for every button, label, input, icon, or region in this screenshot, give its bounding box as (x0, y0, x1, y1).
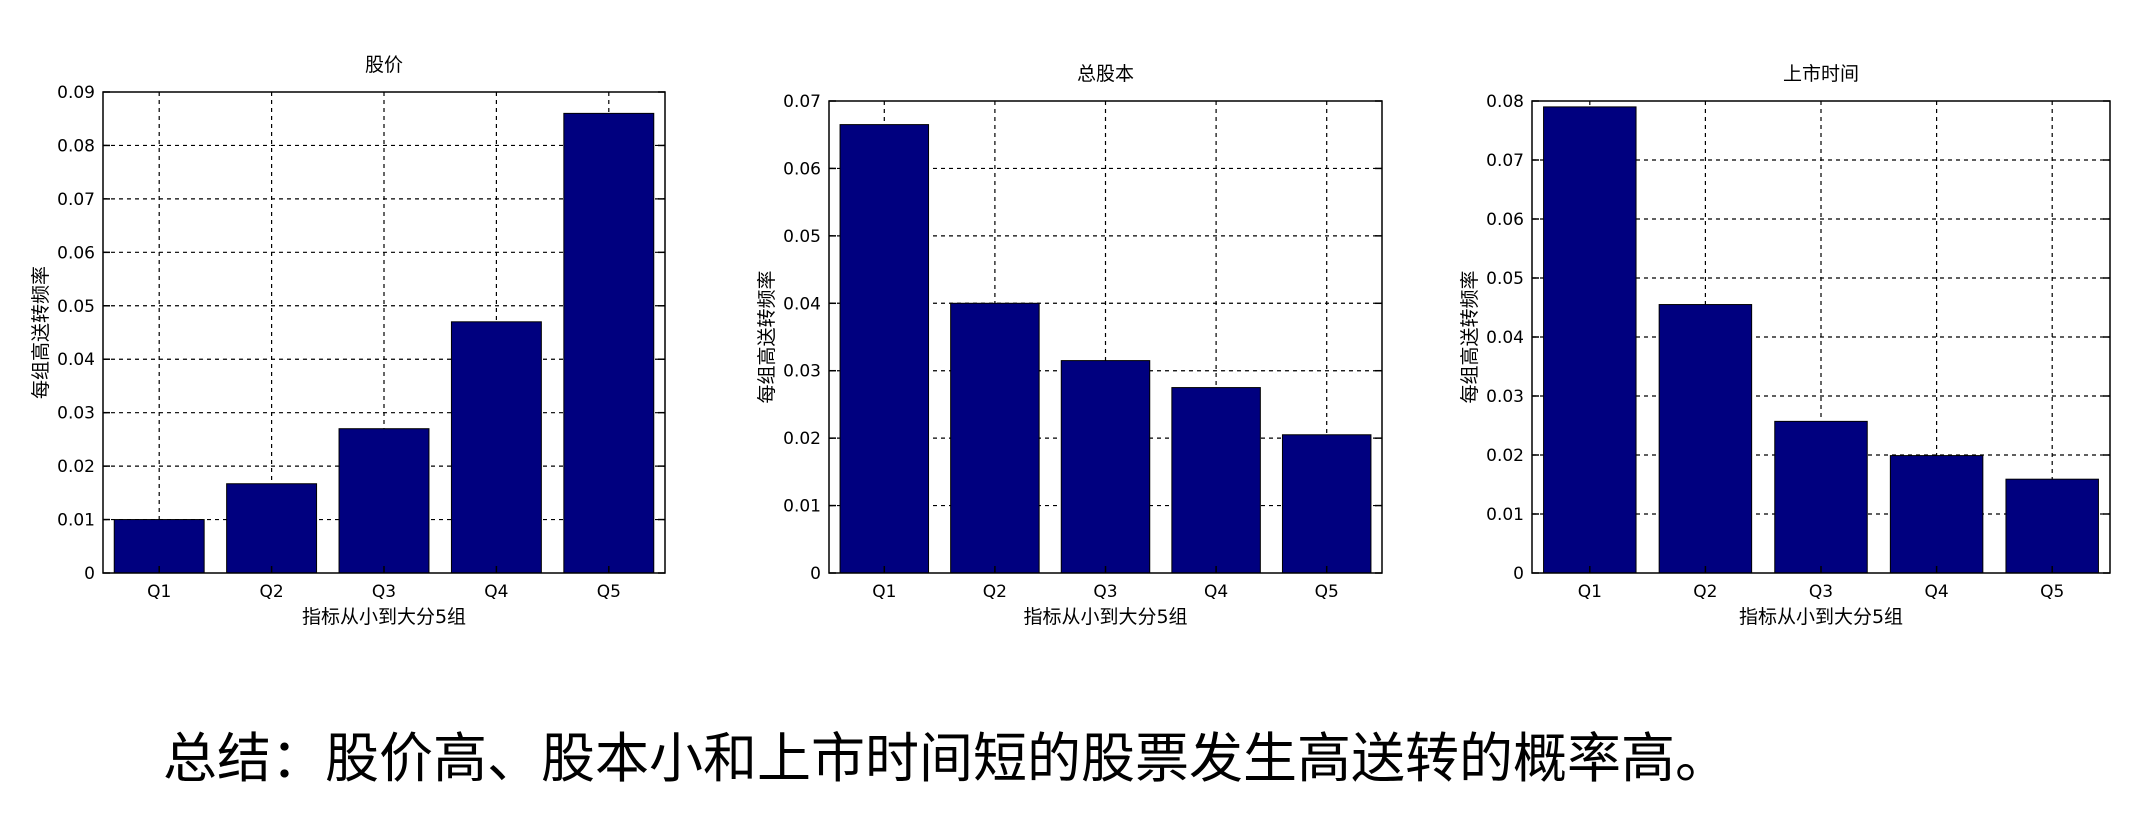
y-tick-label: 0.02 (1486, 446, 1524, 466)
summary-text: 总结：股价高、股本小和上市时间短的股票发生高送转的概率高。 (163, 727, 1729, 790)
y-tick-label: 0.07 (1486, 151, 1524, 171)
y-tick-label: 0.05 (783, 227, 821, 247)
x-tick-label: Q3 (1093, 582, 1117, 602)
bar-q5 (563, 112, 655, 574)
x-tick-label: Q2 (983, 582, 1007, 602)
y-axis-label: 每组高送转频率 (756, 270, 778, 403)
y-tick-label: 0.06 (1486, 210, 1524, 230)
bar-q3 (338, 428, 430, 574)
y-tick-label: 0.01 (1486, 505, 1524, 525)
y-tick-label: 0.02 (783, 429, 821, 449)
x-tick-label: Q5 (597, 582, 621, 602)
y-tick-label: 0.03 (57, 404, 95, 424)
bar-q1 (1543, 106, 1637, 574)
bar-q3 (1060, 360, 1151, 574)
x-tick-label: Q4 (1204, 582, 1228, 602)
y-tick-label: 0 (84, 564, 95, 584)
y-tick-label: 0.07 (57, 190, 95, 210)
bar-q3 (1774, 420, 1868, 574)
bar-q4 (450, 321, 542, 574)
y-axis-label: 每组高送转频率 (1459, 270, 1481, 403)
y-tick-label: 0.06 (57, 243, 95, 263)
chart-2: 0 0.01 0.02 0.03 0.04 0.05 0.06 0.07 Q1 Q2 Q3 Q4 Q5 总… (756, 63, 1383, 628)
y-tick-label: 0.09 (57, 83, 95, 103)
y-tick-label: 0.08 (57, 136, 95, 156)
bar-q2 (226, 483, 318, 574)
y-tick-label: 0.01 (783, 497, 821, 517)
x-axis-label: 指标从小到大分5组 (302, 606, 466, 628)
bar-q4 (1889, 455, 1984, 574)
bar-q1 (113, 519, 205, 574)
bar-q5 (2005, 478, 2099, 574)
y-tick-label: 0 (810, 564, 821, 584)
y-tick-label: 0.04 (783, 294, 821, 314)
x-tick-label: Q5 (2040, 582, 2064, 602)
y-tick-label: 0.03 (1486, 387, 1524, 407)
x-tick-label: Q3 (372, 582, 396, 602)
y-tick-label: 0.04 (57, 350, 95, 370)
chart-title: 总股本 (1077, 63, 1134, 85)
y-tick-label: 0 (1513, 564, 1524, 584)
bar-q5 (1281, 434, 1372, 574)
x-axis-label: 指标从小到大分5组 (1739, 606, 1903, 628)
y-tick-label: 0.07 (783, 92, 821, 112)
x-tick-label: Q3 (1809, 582, 1833, 602)
chart-title: 上市时间 (1783, 63, 1859, 85)
x-tick-label: Q2 (259, 582, 283, 602)
y-tick-label: 0.04 (1486, 328, 1524, 348)
y-tick-label: 0.01 (57, 511, 95, 531)
bar-q4 (1171, 387, 1261, 574)
y-tick-label: 0.08 (1486, 92, 1524, 112)
y-tick-label: 0.05 (57, 297, 95, 317)
chart-1: 0 0.01 0.02 0.03 0.04 0.05 0.06 0.07 0.08 0.09 Q1 Q… (30, 54, 666, 628)
y-tick-label: 0.02 (57, 457, 95, 477)
x-tick-label: Q4 (1924, 582, 1948, 602)
x-tick-label: Q1 (147, 582, 171, 602)
bar-q1 (839, 124, 930, 574)
x-tick-label: Q2 (1693, 582, 1717, 602)
y-tick-label: 0.06 (783, 159, 821, 179)
y-axis-label: 每组高送转频率 (30, 266, 52, 399)
x-tick-label: Q5 (1315, 582, 1339, 602)
x-tick-label: Q4 (484, 582, 508, 602)
y-tick-label: 0.05 (1486, 269, 1524, 289)
x-tick-label: Q1 (872, 582, 896, 602)
chart-3: 0 0.01 0.02 0.03 0.04 0.05 0.06 0.07 0.08 Q1 Q2 Q3 Q… (1459, 63, 2111, 628)
x-tick-label: Q1 (1578, 582, 1602, 602)
y-tick-label: 0.03 (783, 362, 821, 382)
bar-q2 (1658, 304, 1753, 574)
chart-title: 股价 (365, 54, 403, 76)
x-axis-label: 指标从小到大分5组 (1023, 606, 1187, 628)
bar-q2 (950, 302, 1040, 574)
